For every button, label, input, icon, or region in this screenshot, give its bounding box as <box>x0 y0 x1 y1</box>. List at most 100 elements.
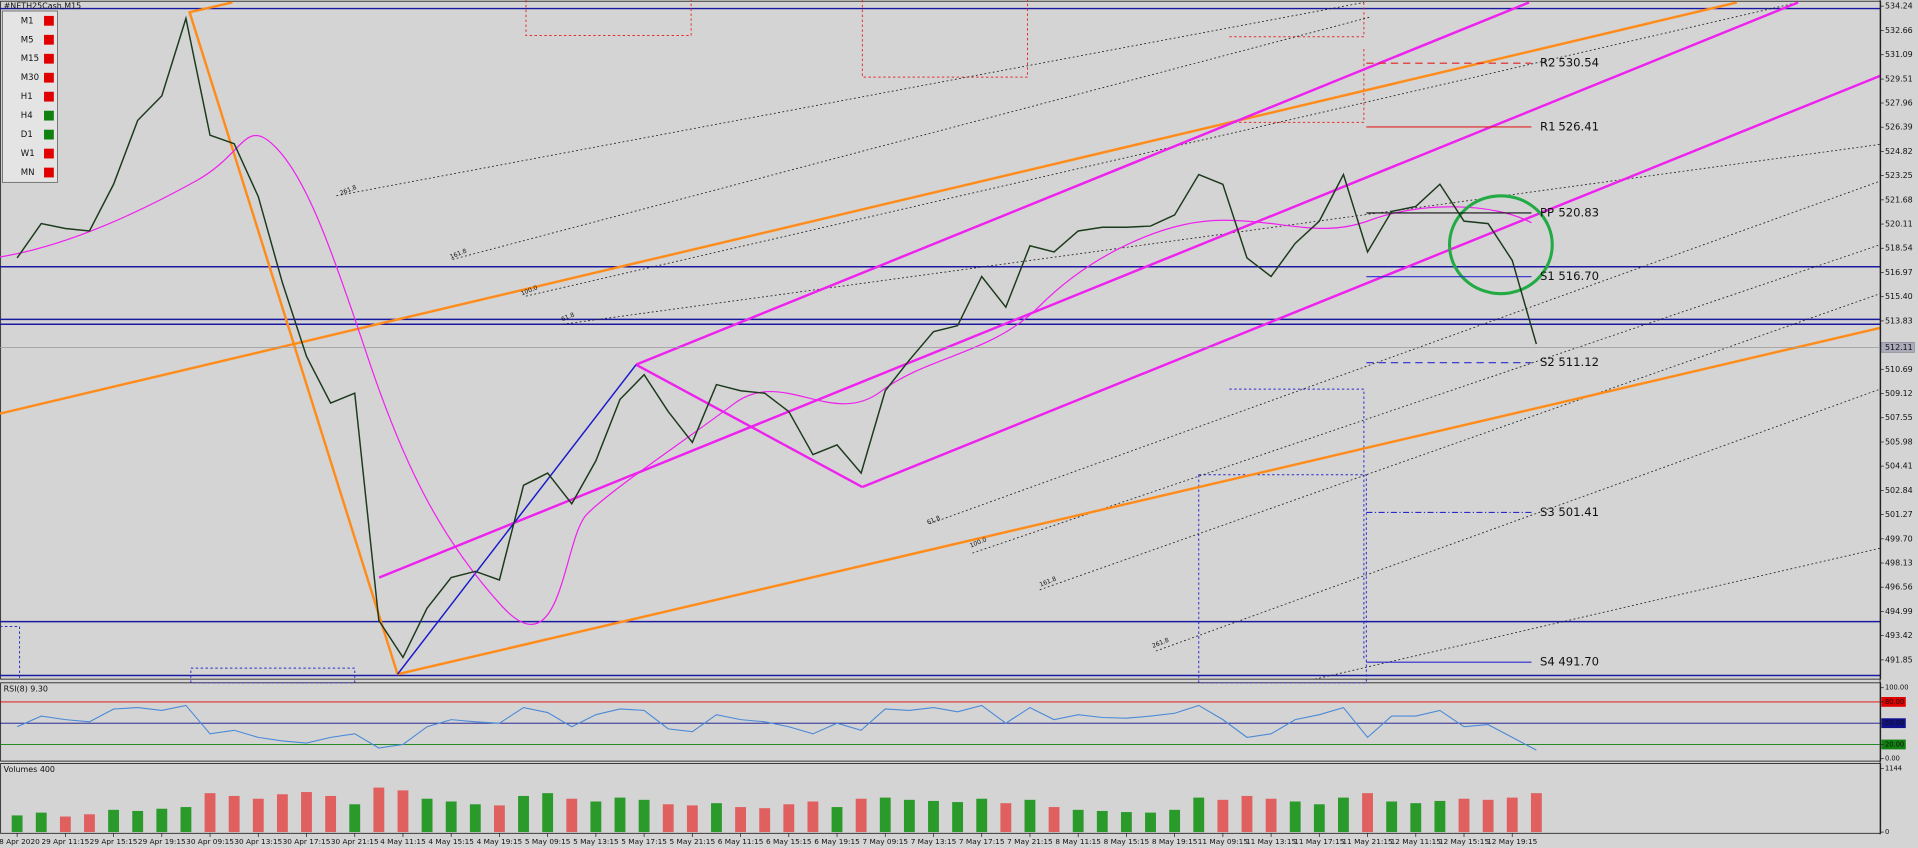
x-tick-label: 12 May 11:15 <box>1391 837 1442 846</box>
volume-bar <box>59 816 71 833</box>
channel-line <box>861 74 1881 489</box>
pivot-name: S4 <box>1540 655 1555 669</box>
x-tick-label: 30 Apr 13:15 <box>234 837 282 846</box>
volume-bar <box>542 793 554 833</box>
volume-bar <box>84 814 95 833</box>
y-tick-label: 524.82 <box>1885 147 1913 156</box>
rsi-level-box <box>1881 739 1906 750</box>
volume-bar <box>1145 812 1156 833</box>
volume-bar <box>1289 801 1301 833</box>
box <box>1229 388 1365 661</box>
rsi-line <box>16 704 1537 751</box>
pivot-value: 501.41 <box>1558 505 1599 519</box>
frames <box>0 0 1882 834</box>
y-tick-label: 532.66 <box>1885 26 1913 35</box>
volume-tick-label: 0 <box>1885 828 1889 836</box>
timeframe-label: M5 <box>21 35 34 45</box>
y-tick-label: 523.25 <box>1885 171 1913 180</box>
rsi-tick-label: 100.00 <box>1885 684 1909 692</box>
volume-panel <box>0 763 1882 834</box>
box <box>190 667 356 684</box>
volume-bar <box>445 801 457 833</box>
current-price-label: 512.11 <box>1885 343 1913 352</box>
volume-bar <box>952 802 964 833</box>
boxes <box>0 0 1367 684</box>
y-tick-label: 504.41 <box>1885 462 1913 471</box>
volume-bar <box>1072 809 1084 833</box>
y-tick-label: 534.24 <box>1885 2 1913 11</box>
timeframe-status <box>44 15 54 26</box>
x-tick-label: 4 May 15:15 <box>428 837 474 846</box>
volume-bar <box>1434 800 1446 833</box>
trend-line <box>0 1 1738 415</box>
y-tick-label: 493.42 <box>1885 631 1913 640</box>
volume-bar <box>686 805 698 833</box>
volume-bar <box>1265 798 1277 833</box>
pivot-value: 516.70 <box>1558 269 1599 283</box>
x-tick-label: 5 May 21:15 <box>670 837 716 846</box>
x-tick-label: 8 May 15:15 <box>1104 837 1150 846</box>
fib-line <box>972 244 1881 554</box>
timeframe-status <box>44 110 54 121</box>
y-tick-label: 494.99 <box>1885 607 1913 616</box>
volume-bar <box>711 803 722 833</box>
price-line <box>16 15 1538 659</box>
volume-bar <box>108 809 120 833</box>
rsi-tick-label: 80.00 <box>1885 698 1904 706</box>
x-tick-label: 12 May 15:15 <box>1439 837 1490 846</box>
volume-bar <box>156 808 168 833</box>
channel-line <box>378 1 1799 579</box>
volume-bar <box>1458 798 1470 833</box>
channel-line <box>635 363 863 489</box>
rsi-level-box <box>1881 718 1906 729</box>
x-tick-label: 11 May 09:15 <box>1198 837 1249 846</box>
channel-line <box>396 364 637 675</box>
volume-bar <box>373 787 385 833</box>
volume-bar <box>132 810 144 833</box>
y-tick-label: 499.70 <box>1885 534 1913 543</box>
x-tick-label: 6 May 19:15 <box>814 837 860 846</box>
rsi-panel <box>0 682 1882 762</box>
volume-bar <box>662 804 674 833</box>
x-tick-label: 29 Apr 11:15 <box>41 837 89 846</box>
volume-bar <box>325 795 337 833</box>
current-price-box <box>1881 342 1915 353</box>
volume-bar <box>1000 803 1012 833</box>
fib-line <box>336 2 1364 197</box>
volume-bar <box>807 801 819 833</box>
y-tick-label: 491.85 <box>1885 655 1913 664</box>
x-tick-label: 7 May 21:15 <box>1007 837 1053 846</box>
volume-bar <box>1241 795 1253 833</box>
timeframe-label: MN <box>21 168 35 178</box>
volume-bar <box>228 795 240 833</box>
volume-bar <box>1482 799 1494 833</box>
rsi-title: RSI(8) 9.30 <box>4 684 48 693</box>
x-tick-label: 30 Apr 21:15 <box>331 837 379 846</box>
volume-bar <box>783 804 795 833</box>
horizontal-lines <box>0 7 1881 677</box>
y-tick-label: 518.54 <box>1885 244 1913 253</box>
volume-bar <box>735 807 746 833</box>
y-tick-label: 531.09 <box>1885 50 1913 59</box>
volume-bar <box>1362 793 1373 833</box>
x-tick-label: 8 May 19:15 <box>1152 837 1198 846</box>
x-tick-label: 4 May 19:15 <box>477 837 523 846</box>
fib-line <box>562 143 1881 325</box>
box <box>1229 48 1365 123</box>
y-tick-label: 510.69 <box>1885 365 1913 374</box>
x-tick-label: 7 May 17:15 <box>959 837 1005 846</box>
box <box>0 626 21 680</box>
timeframe-status <box>44 72 54 83</box>
x-tick-label: 11 May 21:15 <box>1342 837 1393 846</box>
timeframe-status <box>44 91 54 102</box>
y-tick-label: 507.55 <box>1885 413 1913 422</box>
timeframe-status <box>44 34 54 45</box>
volume-bar <box>1024 799 1036 833</box>
highlight-circle <box>1447 194 1554 296</box>
pivot-value: 526.41 <box>1558 119 1599 133</box>
x-tick-label: 12 May 19:15 <box>1487 837 1538 846</box>
volume-bar <box>1410 803 1422 833</box>
fib-line <box>929 180 1881 525</box>
x-tick-label: 5 May 13:15 <box>573 837 619 846</box>
